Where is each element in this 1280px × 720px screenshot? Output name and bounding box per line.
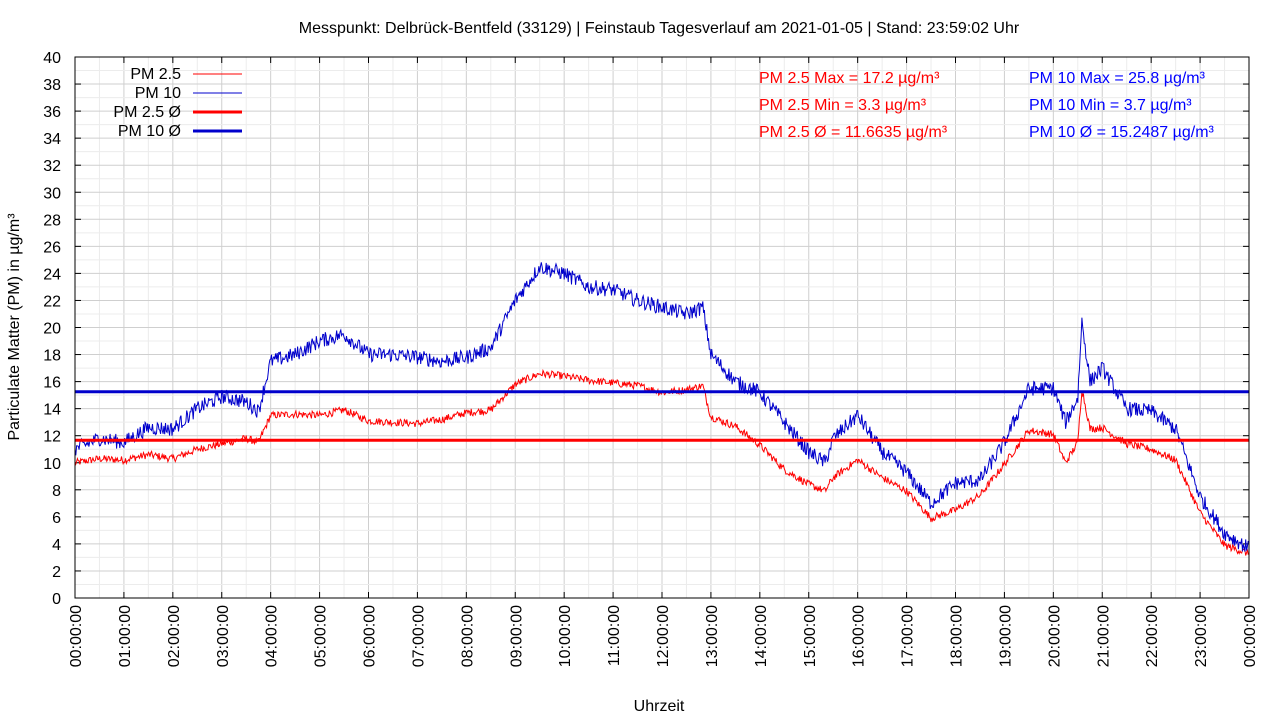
y-tick-label: 24 (43, 266, 61, 283)
x-tick-label: 21:00:00 (1095, 605, 1112, 667)
series-lines (74, 262, 1249, 556)
y-tick-label: 30 (43, 185, 61, 202)
y-tick-label: 28 (43, 212, 61, 229)
stat-annotation: PM 2.5 Ø = 11.6635 µg/m³ (759, 124, 948, 141)
stat-annotation: PM 10 Ø = 15.2487 µg/m³ (1029, 124, 1215, 141)
y-tick-label: 36 (43, 104, 61, 121)
x-tick-label: 02:00:00 (166, 605, 183, 667)
y-tick-label: 6 (52, 510, 61, 527)
y-tick-label: 0 (52, 591, 61, 608)
y-axis-label: Particulate Matter (PM) in µg/m³ (6, 213, 23, 441)
y-tick-label: 4 (52, 537, 61, 554)
x-tick-label: 09:00:00 (508, 605, 525, 667)
x-tick-label: 07:00:00 (410, 605, 427, 667)
x-tick-label: 12:00:00 (655, 605, 672, 667)
x-tick-label: 00:00:00 (68, 605, 85, 667)
y-tick-label: 20 (43, 321, 61, 338)
stat-annotation: PM 10 Min = 3.7 µg/m³ (1029, 97, 1192, 114)
y-tick-label: 22 (43, 293, 61, 310)
x-tick-label: 20:00:00 (1046, 605, 1063, 667)
x-axis-label: Uhrzeit (634, 698, 685, 715)
grid (74, 56, 1250, 599)
x-tick-label: 14:00:00 (753, 605, 770, 667)
y-tick-label: 10 (43, 456, 61, 473)
y-tick-label: 14 (43, 402, 61, 419)
x-tick-label: 22:00:00 (1144, 605, 1161, 667)
plot-frame (74, 56, 1250, 599)
x-tick-label: 19:00:00 (997, 605, 1014, 667)
x-tick-label: 08:00:00 (459, 605, 476, 667)
stat-annotation: PM 2.5 Min = 3.3 µg/m³ (759, 97, 927, 114)
x-tick-label: 05:00:00 (313, 605, 330, 667)
y-tick-label: 18 (43, 348, 61, 365)
x-tick-label: 15:00:00 (802, 605, 819, 667)
series-line-pm10 (74, 262, 1249, 552)
stat-annotation: PM 2.5 Max = 17.2 µg/m³ (759, 70, 940, 87)
y-tick-label: 2 (52, 564, 61, 581)
annotations: PM 2.5 Max = 17.2 µg/m³ PM 2.5 Min = 3.3 … (759, 70, 1215, 141)
x-tick-label: 18:00:00 (949, 605, 966, 667)
legend-label: PM 2.5 Ø (113, 104, 181, 121)
x-tick-label: 00:00:00 (1242, 605, 1259, 667)
x-tick-label: 04:00:00 (264, 605, 281, 667)
x-tick-label: 23:00:00 (1193, 605, 1210, 667)
x-tick-label: 01:00:00 (117, 605, 134, 667)
legend-label: PM 10 (135, 85, 181, 102)
x-tick-label: 16:00:00 (851, 605, 868, 667)
legend-label: PM 2.5 (130, 66, 181, 83)
y-tick-label: 34 (43, 131, 61, 148)
y-tick-label: 16 (43, 375, 61, 392)
x-tick-label: 11:00:00 (606, 605, 623, 666)
legend-label: PM 10 Ø (118, 123, 181, 140)
x-tick-label: 10:00:00 (557, 605, 574, 667)
y-tick-label: 38 (43, 77, 61, 94)
y-tick-label: 32 (43, 158, 61, 175)
x-tick-label: 17:00:00 (900, 605, 917, 667)
y-tick-label: 12 (43, 429, 61, 446)
y-tick-label: 26 (43, 239, 61, 256)
y-tick-label: 40 (43, 50, 61, 67)
chart-title: Messpunkt: Delbrück-Bentfeld (33129) | F… (299, 20, 1020, 37)
x-tick-label: 13:00:00 (704, 605, 721, 667)
stat-annotation: PM 10 Max = 25.8 µg/m³ (1029, 70, 1206, 87)
y-tick-label: 8 (52, 483, 61, 500)
x-tick-label: 06:00:00 (362, 605, 379, 667)
legend: PM 2.5 PM 10 PM 2.5 Ø PM 10 Ø (113, 66, 242, 140)
x-tick-label: 03:00:00 (215, 605, 232, 667)
tick-labels: 024681012141618202224262830323436384000:… (43, 50, 1259, 667)
